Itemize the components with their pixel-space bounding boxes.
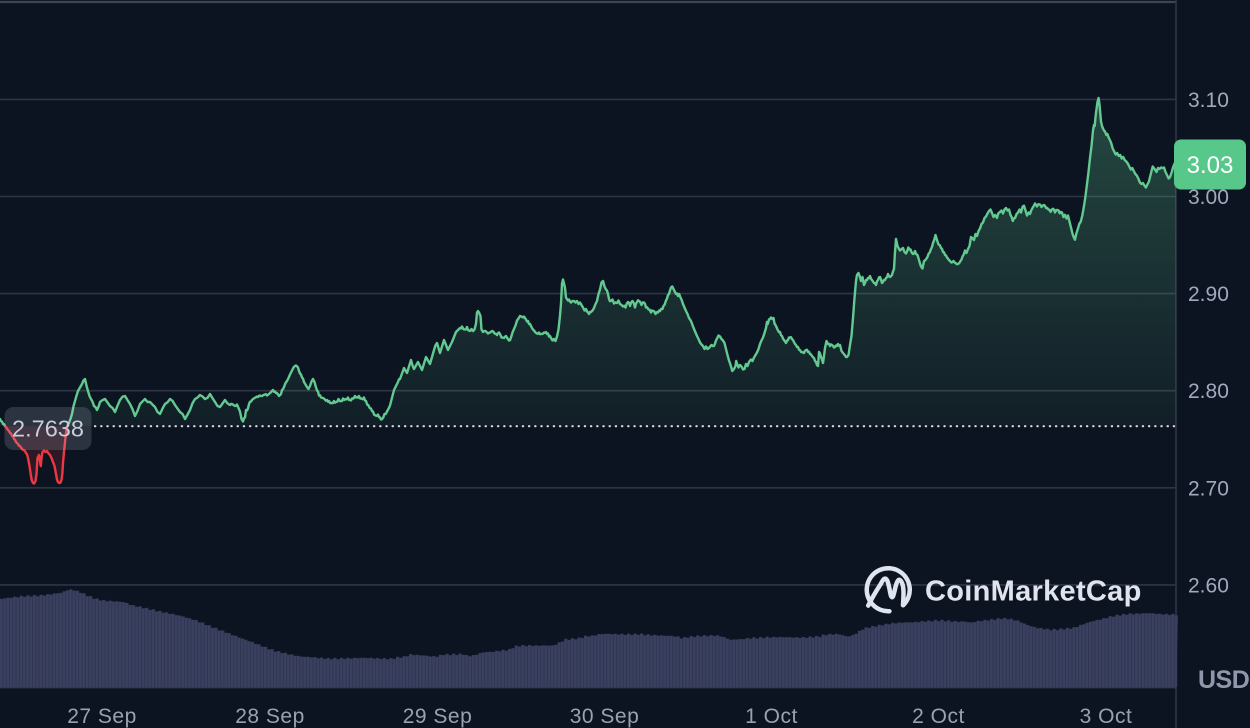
svg-text:27 Sep: 27 Sep (67, 705, 137, 728)
svg-text:29 Sep: 29 Sep (403, 705, 473, 728)
svg-text:USD: USD (1198, 666, 1249, 694)
svg-text:30 Sep: 30 Sep (570, 705, 640, 728)
svg-text:2.7638: 2.7638 (12, 416, 84, 442)
svg-text:2.60: 2.60 (1188, 574, 1229, 597)
svg-text:CoinMarketCap: CoinMarketCap (925, 576, 1142, 608)
svg-text:3.10: 3.10 (1188, 89, 1229, 112)
svg-text:2.70: 2.70 (1188, 477, 1229, 500)
svg-text:3 Oct: 3 Oct (1080, 705, 1133, 728)
svg-text:28 Sep: 28 Sep (235, 705, 305, 728)
svg-text:3.00: 3.00 (1188, 186, 1229, 209)
svg-text:2.80: 2.80 (1188, 380, 1229, 403)
svg-text:3.03: 3.03 (1187, 152, 1234, 179)
svg-text:2 Oct: 2 Oct (912, 705, 965, 728)
svg-text:2.90: 2.90 (1188, 283, 1229, 306)
svg-text:1 Oct: 1 Oct (745, 705, 798, 728)
